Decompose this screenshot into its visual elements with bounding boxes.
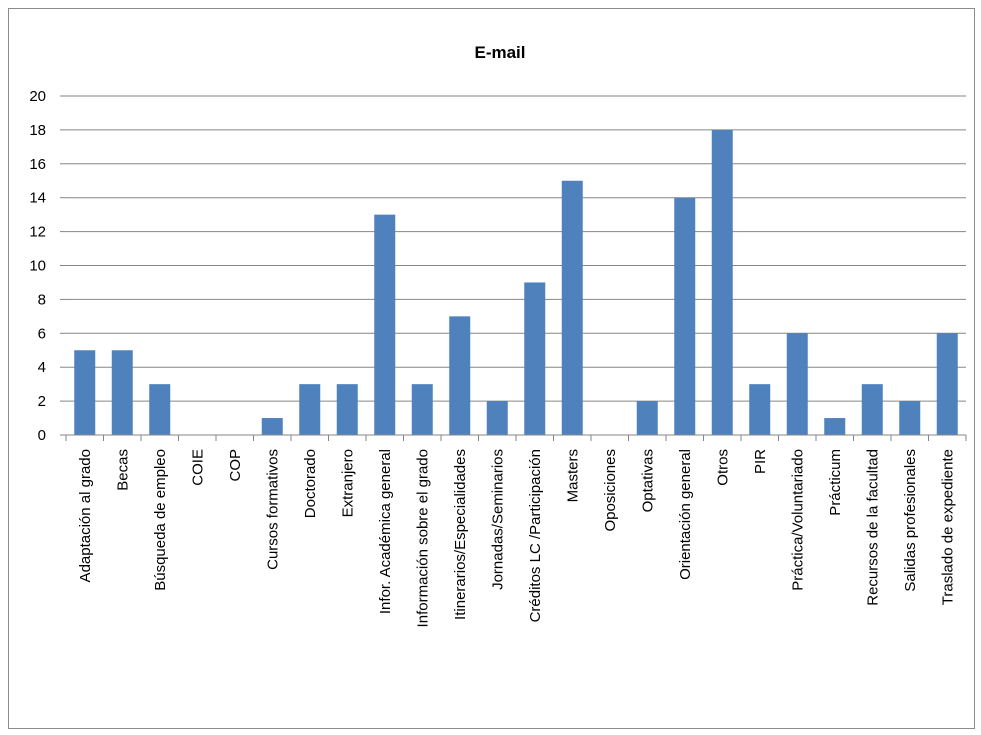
bar — [861, 384, 883, 435]
bar — [636, 401, 658, 435]
y-tick-label: 12 — [29, 224, 46, 241]
bar — [899, 401, 921, 435]
x-tick-label: Información sobre el grado — [414, 449, 431, 627]
x-tick-label: Itinerarios/Especialidades — [452, 449, 469, 620]
y-tick-label: 18 — [29, 122, 46, 139]
x-tick-label: Créditos LC /Participación — [527, 449, 544, 622]
x-tick-label: PIR — [752, 449, 769, 474]
bar — [299, 384, 321, 435]
bar — [111, 350, 133, 435]
x-tick-label: Becas — [114, 449, 131, 491]
x-tick-label: Otros — [714, 449, 731, 486]
y-tick-label: 8 — [38, 291, 46, 308]
gridlines — [66, 95, 966, 402]
x-tick-label: Doctorado — [302, 449, 319, 518]
bar — [749, 384, 771, 435]
x-tick-label: Búsqueda de empleo — [152, 449, 169, 591]
bar — [524, 282, 546, 435]
x-tick-label: Extranjero — [339, 449, 356, 517]
x-tick-label: Adaptación al grado — [77, 449, 94, 582]
bar — [936, 333, 958, 435]
y-tick-label: 2 — [38, 393, 46, 410]
x-tick-label: Recursos de la facultad — [864, 449, 881, 606]
chart-title: E-mail — [474, 43, 525, 62]
x-tick-label: Prácticum — [827, 449, 844, 516]
bar — [411, 384, 433, 435]
y-tick-label: 6 — [38, 325, 46, 342]
bar — [149, 384, 171, 435]
x-tick-label: Práctica/Voluntariado — [789, 449, 806, 591]
x-tick-label: Salidas profesionales — [902, 449, 919, 592]
bar — [711, 129, 733, 435]
bar — [336, 384, 358, 435]
bar — [824, 418, 846, 435]
bar — [486, 401, 508, 435]
x-tick-label: COP — [227, 449, 244, 482]
x-tick-label: Jornadas/Seminarios — [489, 449, 506, 590]
bar — [74, 350, 96, 435]
bar — [674, 197, 696, 435]
bars — [74, 129, 958, 435]
x-tick-label: Infor. Académica general — [377, 449, 394, 614]
x-tick-label: Traslado de expediente — [939, 449, 956, 605]
x-tick-label: Cursos formativos — [264, 449, 281, 570]
y-axis-ticks: 0 2 4 6 8 10 12 14 16 18 20 — [29, 88, 66, 444]
bar — [786, 333, 808, 435]
y-tick-label: 14 — [29, 190, 46, 207]
bar — [374, 214, 396, 435]
x-tick-label: Oposiciones — [602, 449, 619, 532]
x-tick-label: COIE — [189, 449, 206, 486]
x-axis-labels: Adaptación al grado Becas Búsqueda de empl… — [65, 435, 967, 627]
y-tick-label: 4 — [38, 359, 46, 376]
bar — [449, 316, 471, 435]
chart-area — [8, 8, 975, 729]
bar — [261, 418, 283, 435]
y-tick-label: 0 — [38, 427, 46, 444]
x-tick-label: Masters — [564, 449, 581, 502]
bar — [561, 180, 583, 435]
x-tick-label: Optativas — [639, 449, 656, 512]
y-tick-label: 16 — [29, 156, 46, 173]
y-tick-label: 20 — [29, 88, 46, 105]
x-tick-label: Orientación general — [677, 449, 694, 580]
y-tick-label: 10 — [29, 258, 46, 275]
